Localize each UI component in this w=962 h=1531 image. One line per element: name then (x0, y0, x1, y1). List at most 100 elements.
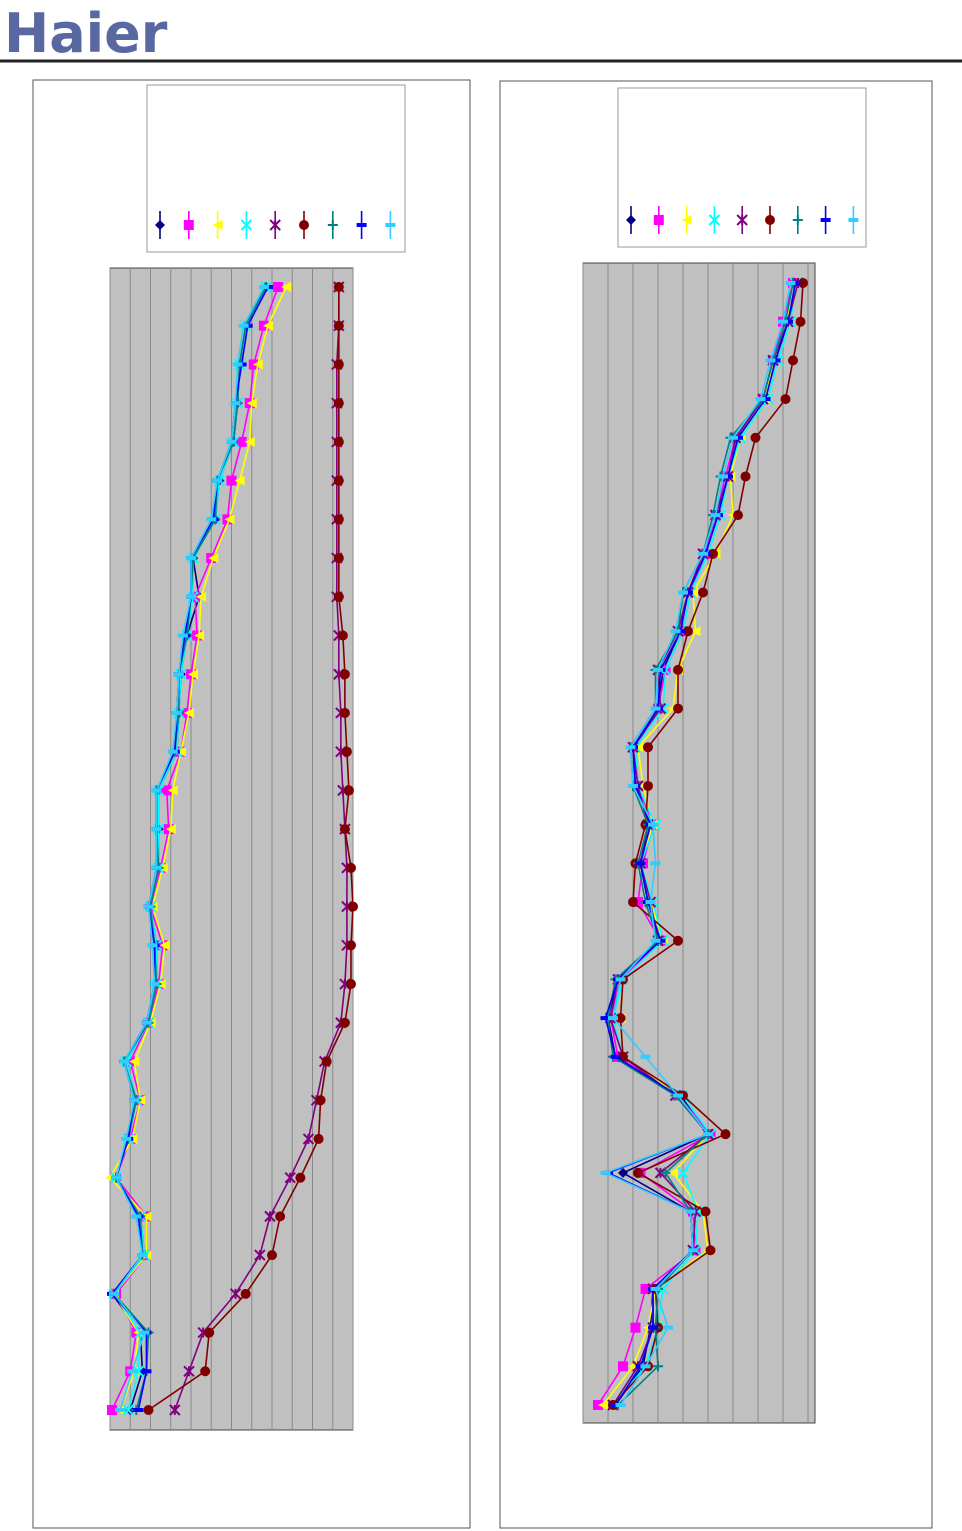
marker (132, 1365, 145, 1377)
marker (151, 865, 162, 870)
marker (143, 904, 154, 909)
marker (183, 1365, 195, 1377)
marker (171, 710, 182, 715)
marker (173, 672, 184, 677)
marker (147, 943, 158, 948)
series-line (148, 287, 354, 1411)
marker (673, 935, 683, 946)
marker (663, 1325, 673, 1330)
marker (224, 514, 235, 525)
marker (673, 1093, 683, 1098)
logo: Haier (4, 2, 168, 65)
marker (718, 474, 728, 479)
marker (208, 553, 219, 564)
marker (141, 1369, 152, 1374)
marker (750, 432, 761, 443)
marker (650, 938, 661, 943)
marker (333, 359, 344, 370)
marker (625, 745, 636, 750)
marker (633, 1167, 643, 1178)
marker (688, 1248, 698, 1253)
marker (798, 278, 808, 288)
marker (728, 435, 738, 440)
marker (685, 1209, 696, 1214)
marker (848, 218, 859, 222)
marker (678, 590, 688, 595)
marker (608, 1016, 618, 1021)
marker (339, 669, 350, 680)
marker (690, 626, 701, 637)
marker (733, 510, 743, 521)
marker (615, 1403, 626, 1407)
marker (155, 220, 165, 230)
marker (615, 1013, 626, 1024)
marker (167, 749, 178, 754)
marker (703, 1132, 713, 1137)
marker (337, 630, 348, 641)
marker (628, 897, 638, 908)
marker (700, 1206, 711, 1217)
marker (653, 215, 664, 225)
marker (677, 1167, 689, 1179)
marker (640, 1054, 651, 1059)
marker (267, 1250, 277, 1261)
marker (333, 398, 344, 409)
marker (650, 1286, 661, 1291)
marker (610, 1054, 621, 1059)
marker (339, 1017, 350, 1028)
marker (264, 1210, 276, 1223)
marker (240, 219, 253, 231)
marker (648, 1325, 658, 1330)
marker (313, 1133, 324, 1144)
marker (343, 785, 354, 796)
series-line (603, 282, 792, 1406)
marker (315, 1095, 326, 1106)
marker (736, 214, 748, 226)
marker (230, 401, 241, 406)
marker (133, 1408, 144, 1412)
marker (281, 282, 292, 292)
marker (204, 1327, 215, 1338)
marker (648, 822, 658, 827)
marker (615, 977, 626, 982)
marker (149, 982, 160, 987)
marker (206, 517, 217, 522)
marker (111, 1175, 122, 1180)
marker (820, 218, 831, 222)
marker (137, 1253, 148, 1258)
marker (177, 633, 188, 638)
marker (618, 1167, 628, 1178)
marker (626, 215, 636, 225)
marker (668, 1167, 678, 1178)
marker (598, 1400, 608, 1410)
marker (321, 1056, 332, 1067)
marker (125, 1405, 136, 1415)
marker (229, 1288, 242, 1300)
marker (254, 1249, 266, 1261)
marker (600, 1170, 611, 1175)
marker (175, 746, 186, 757)
marker (673, 664, 683, 675)
panel (32, 79, 471, 1529)
marker (765, 215, 775, 225)
marker (119, 1059, 130, 1064)
marker (141, 1211, 152, 1222)
series-line (612, 282, 804, 1406)
series-line (174, 287, 348, 1411)
marker (778, 319, 788, 324)
marker (788, 355, 798, 366)
marker (650, 706, 661, 711)
marker (341, 746, 352, 757)
marker (236, 436, 247, 447)
marker (143, 1405, 154, 1415)
marker (345, 862, 356, 873)
marker (345, 979, 356, 990)
marker (273, 282, 284, 292)
marker (141, 1020, 152, 1025)
marker (720, 1129, 731, 1140)
marker (226, 475, 237, 486)
marker (740, 471, 751, 482)
marker (792, 215, 803, 225)
marker (653, 667, 663, 672)
